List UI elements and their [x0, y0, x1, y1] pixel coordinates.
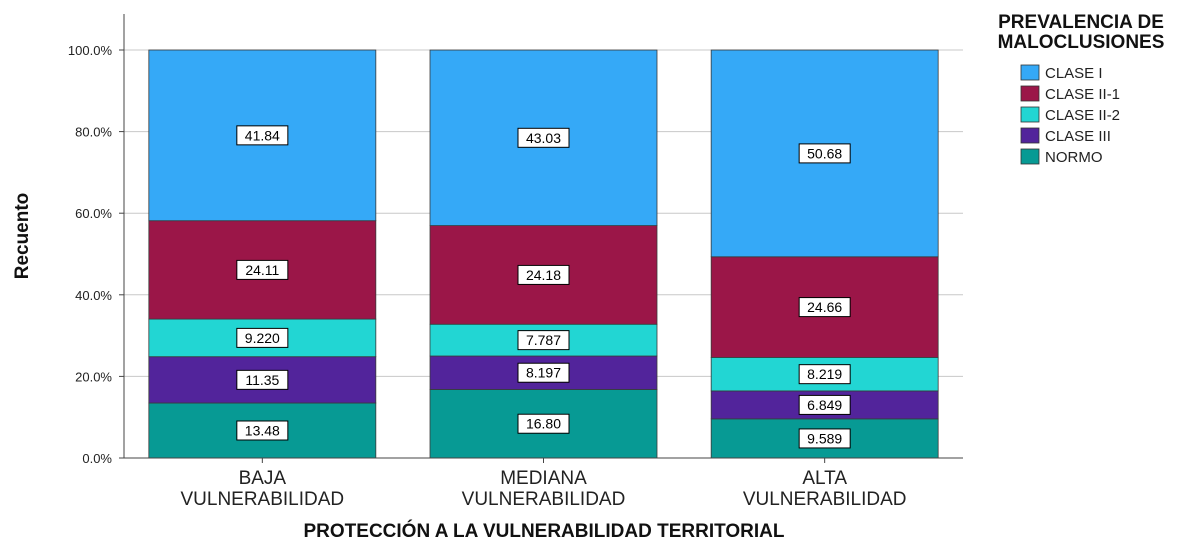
y-tick-label: 0.0%: [82, 451, 112, 466]
data-label-box: [236, 259, 289, 280]
legend-swatch: [1020, 148, 1040, 165]
legend-label: CLASE II-1: [1045, 86, 1120, 103]
legend-swatch: [1020, 106, 1040, 123]
data-label: 13.48: [245, 423, 280, 439]
data-label-box: [517, 330, 570, 351]
data-labels: 13.48 11.35 9.220 24.11 41.84 16.80 8.197 7.787…: [236, 125, 851, 449]
data-label: 24.11: [245, 262, 279, 278]
data-label: 9.589: [807, 430, 842, 446]
legend-label: NORMO: [1045, 149, 1103, 166]
x-category-label: MEDIANA: [500, 468, 587, 489]
data-label: 24.18: [526, 267, 561, 283]
data-label: 7.787: [526, 332, 561, 348]
x-category-label: VULNERABILIDAD: [180, 489, 344, 510]
data-label: 8.197: [526, 365, 561, 381]
y-axis-title: Recuento: [12, 193, 33, 280]
data-label-box: [798, 297, 851, 318]
data-label-box: [517, 413, 570, 434]
data-label: 9.220: [245, 330, 280, 346]
x-axis-categories: BAJAVULNERABILIDADMEDIANAVULNERABILIDADA…: [180, 458, 907, 510]
legend-swatch: [1020, 85, 1040, 102]
legend-label: CLASE I: [1045, 65, 1103, 82]
legend-title: PREVALENCIA DE: [998, 12, 1164, 33]
legend-label: CLASE II-2: [1045, 107, 1120, 124]
data-label-box: [236, 420, 289, 441]
y-tick-label: 80.0%: [75, 125, 112, 140]
data-label-box: [798, 364, 851, 385]
legend-swatch: [1020, 64, 1040, 81]
data-label-box: [236, 327, 289, 348]
y-axis-ticks: 0.0% 20.0% 40.0% 60.0% 80.0% 100.0%: [68, 43, 124, 466]
data-label-box: [517, 127, 570, 148]
data-label: 41.84: [245, 127, 280, 143]
data-label: 8.219: [807, 366, 842, 382]
data-label: 24.66: [807, 299, 842, 315]
x-category-label: VULNERABILIDAD: [743, 489, 907, 510]
data-label-box: [798, 428, 851, 449]
y-tick-label: 40.0%: [75, 288, 112, 303]
y-tick-label: 20.0%: [75, 369, 112, 384]
data-label: 11.35: [245, 372, 279, 388]
legend-swatch: [1020, 127, 1040, 144]
x-category-label: VULNERABILIDAD: [462, 489, 626, 510]
data-label: 16.80: [526, 416, 561, 432]
data-label-box: [236, 369, 289, 390]
x-axis-title: PROTECCIÓN A LA VULNERABILIDAD TERRITORI…: [304, 520, 785, 542]
x-category-label: ALTA: [802, 468, 847, 489]
data-label-box: [236, 125, 289, 146]
data-label-box: [517, 264, 570, 285]
x-category-label: BAJA: [239, 468, 287, 489]
data-label: 50.68: [807, 145, 842, 161]
data-label: 43.03: [526, 130, 561, 146]
data-label: 6.849: [807, 397, 842, 413]
y-tick-label: 60.0%: [75, 206, 112, 221]
legend-label: CLASE III: [1045, 128, 1111, 145]
y-tick-label: 100.0%: [68, 43, 113, 58]
data-label-box: [798, 394, 851, 415]
legend-title: MALOCLUSIONES: [998, 32, 1165, 53]
data-label-box: [798, 143, 851, 164]
data-label-box: [517, 362, 570, 383]
